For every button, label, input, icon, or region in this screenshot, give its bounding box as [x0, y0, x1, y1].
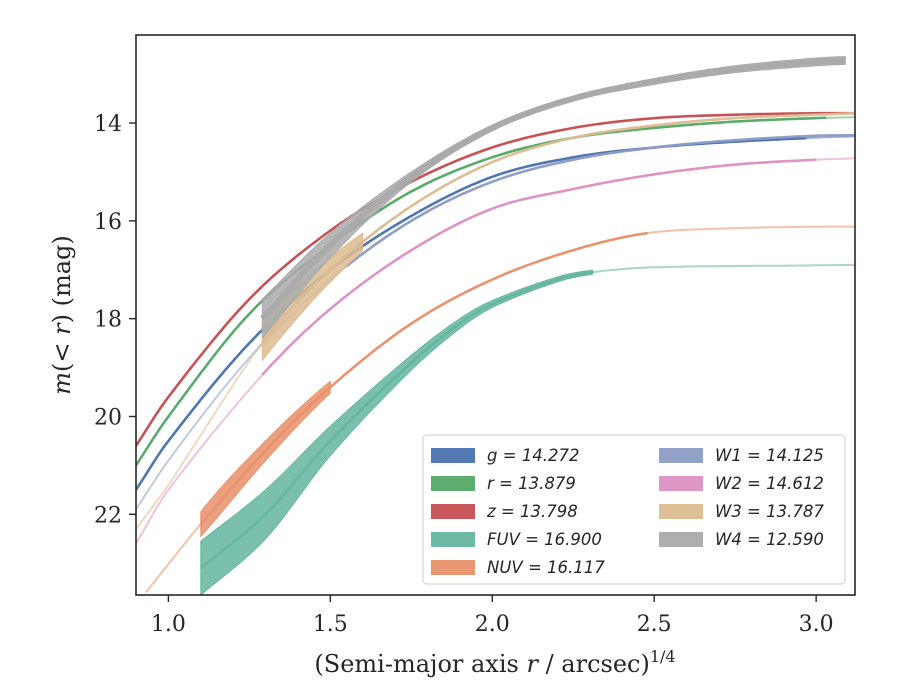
legend-swatch [431, 504, 475, 519]
series-line [199, 231, 648, 525]
y-tick-label: 22 [94, 503, 122, 528]
series-band [200, 380, 331, 538]
legend-swatch [431, 560, 475, 575]
series-line [199, 270, 593, 570]
legend-label: W3 = 13.787 [715, 502, 824, 521]
series-band [261, 55, 846, 340]
legend-swatch [431, 476, 475, 491]
y-axis-ticks: 14 16 18 20 22 [94, 112, 136, 528]
legend-swatch [659, 504, 703, 519]
legend-item: NUV = 16.117 [431, 558, 605, 577]
series-line [345, 134, 855, 268]
series-line [136, 111, 855, 447]
x-tick-label: 3.0 [799, 612, 834, 637]
legend-box [422, 434, 846, 585]
series-line [261, 158, 817, 376]
x-axis-ticks: 1.0 1.5 2.0 2.5 3.0 [151, 595, 834, 637]
series-8 [260, 55, 846, 340]
legend-swatch [431, 532, 475, 547]
legend-item: g = 14.272 [431, 446, 580, 465]
legend-label: r = 13.879 [487, 474, 576, 493]
series-band [200, 269, 594, 595]
y-tick-label: 18 [94, 308, 122, 333]
y-tick-label: 16 [94, 210, 122, 235]
series-line [261, 112, 855, 344]
legend: g = 14.272 r = 13.879 z = 13.798 FUV = 16.9… [422, 434, 846, 585]
legend-swatch [659, 532, 703, 547]
x-tick-label: 2.0 [475, 612, 510, 637]
legend-item: W3 = 13.787 [659, 502, 824, 521]
x-tick-label: 2.5 [637, 612, 672, 637]
legend-label: W2 = 14.612 [715, 474, 824, 493]
x-tick-label: 1.0 [151, 612, 186, 637]
y-tick-label: 14 [94, 112, 122, 137]
legend-item: W2 = 14.612 [659, 474, 824, 493]
series-6 [136, 157, 855, 545]
legend-item: W4 = 12.590 [659, 530, 824, 549]
legend-label: g = 14.272 [487, 446, 580, 465]
legend-label: FUV = 16.900 [487, 530, 602, 549]
series-layer [136, 55, 855, 595]
series-faint-line [136, 116, 855, 466]
legend-item: FUV = 16.900 [431, 530, 602, 549]
x-tick-label: 1.5 [313, 612, 348, 637]
series-line [260, 57, 846, 321]
legend-swatch [659, 476, 703, 491]
series-3 [199, 263, 855, 595]
series-1 [136, 116, 855, 467]
y-tick-label: 20 [94, 405, 122, 430]
legend-item: z = 13.798 [431, 502, 578, 521]
legend-item: r = 13.879 [431, 474, 576, 493]
legend-label: NUV = 16.117 [487, 558, 605, 577]
series-7 [136, 112, 855, 530]
legend-label: W4 = 12.590 [715, 530, 824, 549]
legend-swatch [659, 448, 703, 463]
legend-label: z = 13.798 [486, 502, 578, 521]
series-4 [144, 225, 855, 594]
legend-swatch [431, 448, 475, 463]
x-axis-label: (Semi-major axis r / arcsec)1/4 [314, 647, 675, 678]
series-2 [136, 111, 855, 447]
legend-label: W1 = 14.125 [715, 446, 824, 465]
y-axis-label: m(< r) (mag) [48, 235, 76, 395]
legend-item: W1 = 14.125 [659, 446, 824, 465]
series-line [136, 116, 826, 467]
plot-frame [135, 34, 856, 596]
